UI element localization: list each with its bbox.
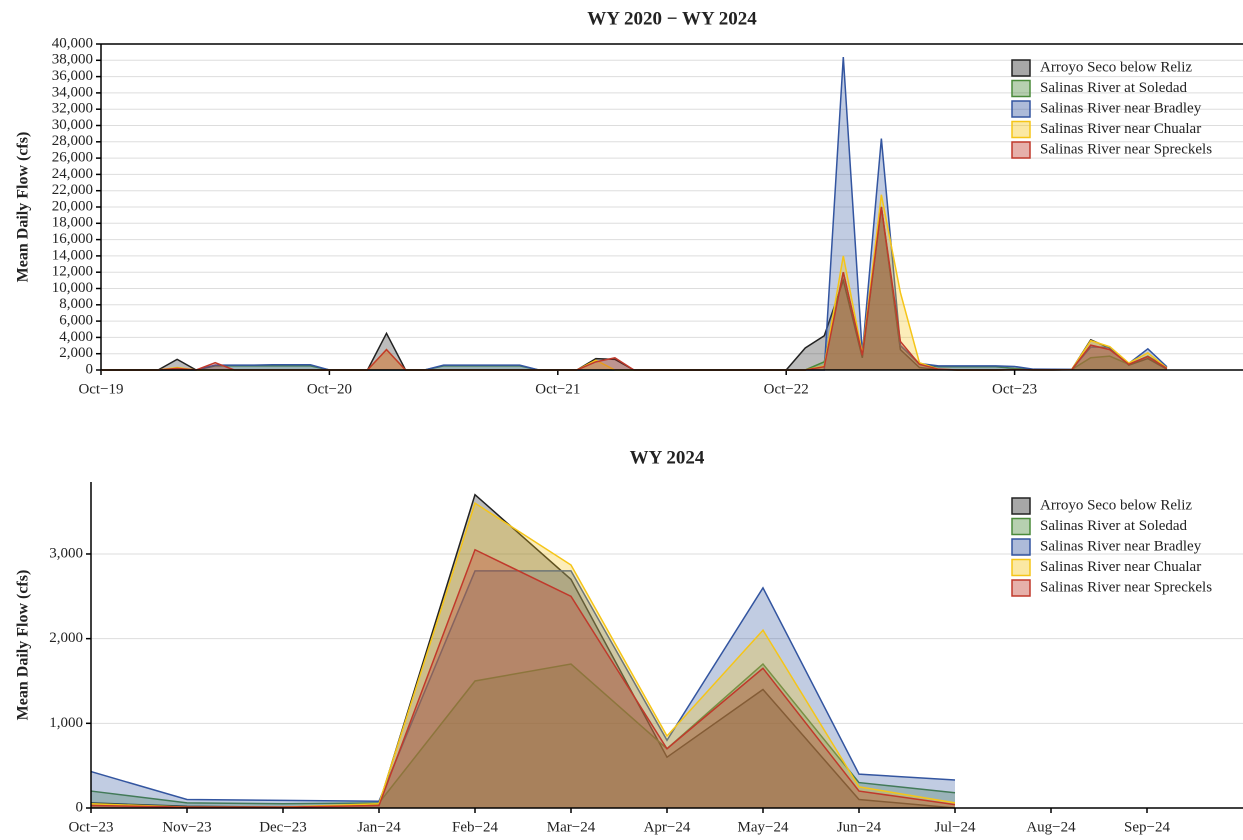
y-tick-label: 0	[76, 799, 84, 815]
x-tick-label: Feb−24	[452, 819, 498, 835]
area-fill	[91, 664, 955, 808]
chart-title: WY 2020 − WY 2024	[587, 8, 757, 29]
legend-label: Salinas River near Chualar	[1040, 559, 1201, 575]
x-tick-label: Jul−24	[935, 819, 976, 835]
x-tick-label: Nov−23	[162, 819, 211, 835]
x-tick-label: Oct−22	[764, 381, 809, 397]
x-tick-label: Jan−24	[357, 819, 401, 835]
y-tick-label: 22,000	[52, 182, 93, 198]
y-tick-label: 24,000	[52, 166, 93, 182]
area-fill	[91, 570, 955, 808]
legend-swatch	[1011, 538, 1031, 556]
y-tick-label: 18,000	[52, 215, 93, 231]
y-tick-label: 14,000	[52, 247, 93, 263]
x-tick-label: Apr−24	[644, 819, 691, 835]
y-tick-label: 0	[86, 361, 94, 377]
area-line	[101, 56, 1168, 371]
x-tick-label: Dec−23	[259, 819, 307, 835]
legend-swatch	[1011, 59, 1031, 77]
y-tick-label: 2,000	[59, 345, 93, 361]
y-tick-label: 16,000	[52, 231, 93, 247]
area-fill	[101, 194, 1167, 370]
y-tick-label: 38,000	[52, 52, 93, 68]
y-tick-label: 12,000	[52, 264, 93, 280]
y-tick-label: 32,000	[52, 101, 93, 117]
y-tick-label: 1,000	[49, 715, 83, 731]
legend-label: Salinas River near Chualar	[1040, 121, 1201, 137]
legend-swatch	[1011, 79, 1031, 98]
legend-label: Salinas River near Spreckels	[1040, 141, 1212, 157]
x-tick-label: Jun−24	[837, 819, 882, 835]
legend-swatch	[1011, 100, 1031, 118]
legend-label: Arroyo Seco below Reliz	[1040, 497, 1192, 513]
y-tick-label: 8,000	[59, 296, 93, 312]
legend-label: Salinas River near Bradley	[1040, 538, 1202, 554]
area-fill	[91, 549, 955, 808]
x-tick-label: Sep−24	[1124, 819, 1170, 835]
area-fill	[101, 57, 1167, 370]
x-tick-label: May−24	[738, 819, 789, 835]
legend-swatch	[1011, 120, 1031, 139]
x-tick-label: Aug−24	[1026, 819, 1076, 835]
area-line	[101, 194, 1168, 371]
legend-swatch	[1011, 579, 1031, 597]
y-tick-label: 26,000	[52, 150, 93, 166]
y-tick-label: 30,000	[52, 117, 93, 133]
chart-panel: WY 2024 Mean Daily Flow (cfs) 0 1,000 2,000 3…	[15, 447, 1243, 835]
legend-swatch	[1011, 517, 1031, 536]
legend-swatch	[1011, 497, 1031, 515]
x-tick-label: Oct−21	[535, 381, 580, 397]
y-axis-label: Mean Daily Flow (cfs)	[15, 132, 32, 283]
x-tick-label: Oct−23	[992, 381, 1037, 397]
area-fill	[91, 503, 955, 808]
x-tick-label: Oct−23	[68, 819, 113, 835]
legend-swatch	[1011, 141, 1031, 159]
y-tick-label: 40,000	[52, 35, 93, 51]
legend-label: Salinas River at Soledad	[1040, 80, 1188, 96]
legend-label: Salinas River near Spreckels	[1040, 579, 1212, 595]
y-tick-label: 20,000	[52, 198, 93, 214]
x-tick-label: Oct−19	[78, 381, 123, 397]
y-tick-label: 10,000	[52, 280, 93, 296]
y-tick-label: 6,000	[59, 313, 93, 329]
x-tick-label: Oct−20	[307, 381, 352, 397]
y-axis-label: Mean Daily Flow (cfs)	[15, 570, 32, 721]
y-tick-label: 3,000	[49, 545, 83, 561]
chart-title: WY 2024	[630, 447, 705, 468]
legend-label: Salinas River near Bradley	[1040, 100, 1202, 116]
y-tick-label: 36,000	[52, 68, 93, 84]
legend-label: Salinas River at Soledad	[1040, 518, 1188, 534]
area-line	[90, 548, 956, 808]
y-tick-label: 28,000	[52, 133, 93, 149]
y-tick-label: 34,000	[52, 84, 93, 100]
legend-swatch	[1011, 558, 1031, 577]
x-tick-label: Mar−24	[547, 819, 596, 835]
legend-label: Arroyo Seco below Reliz	[1040, 59, 1192, 75]
y-tick-label: 2,000	[49, 630, 83, 646]
area-line	[90, 570, 956, 802]
y-tick-label: 4,000	[59, 329, 93, 345]
area-fill	[91, 494, 955, 808]
area-line	[90, 662, 956, 805]
